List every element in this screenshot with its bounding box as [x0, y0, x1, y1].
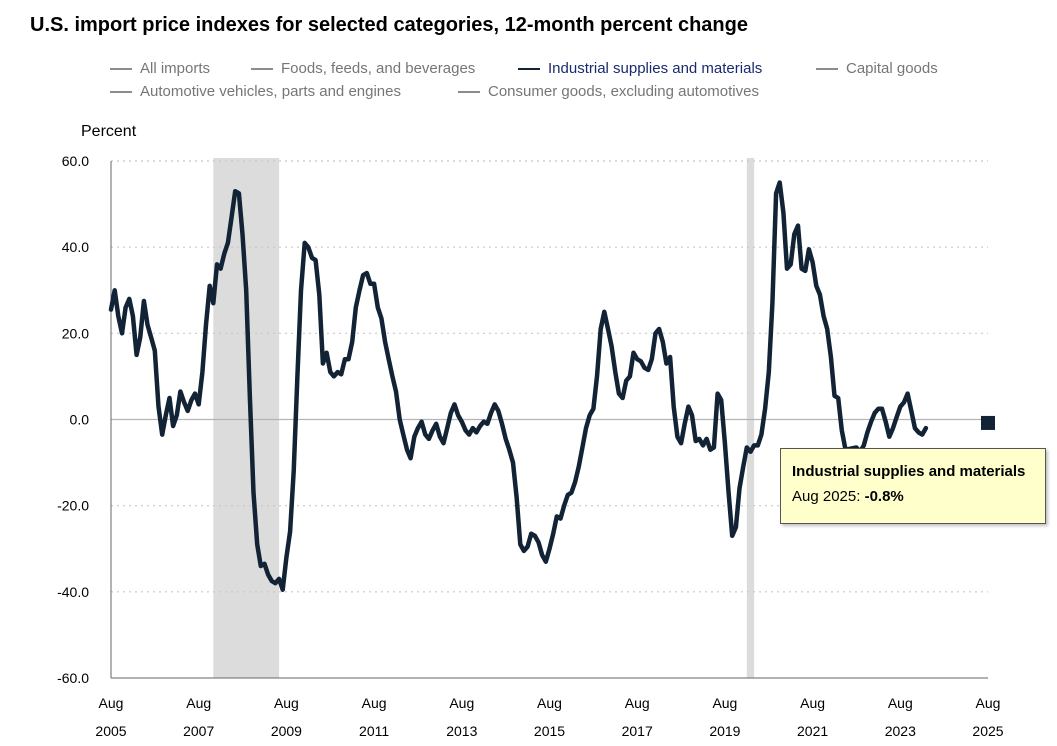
legend-item-capital-goods[interactable]: Capital goods	[816, 60, 938, 77]
chart-title: U.S. import price indexes for selected c…	[30, 14, 748, 36]
x-tick-year: 2025	[972, 723, 1003, 739]
legend-label: Foods, feeds, and beverages	[281, 60, 476, 77]
x-tick-month: Aug	[362, 695, 387, 711]
legend-swatch	[110, 67, 132, 70]
y-axis-title: Percent	[81, 123, 137, 140]
series-layer	[108, 180, 929, 592]
x-tick-month: Aug	[274, 695, 299, 711]
y-tick-label: 20.0	[62, 325, 89, 341]
x-tick-year: 2005	[95, 723, 126, 739]
legend-item-all-imports[interactable]: All imports	[110, 60, 210, 77]
x-tick-month: Aug	[976, 695, 1001, 711]
y-tick-label: 60.0	[62, 153, 89, 169]
legend-swatch	[251, 67, 273, 70]
x-tick-year: 2011	[359, 723, 389, 739]
tooltip-body: Aug 2025: -0.8%	[792, 488, 1034, 505]
y-tick-label: -40.0	[57, 584, 89, 600]
series-line	[108, 180, 929, 592]
legend-item-consumer-goods[interactable]: Consumer goods, excluding automotives	[458, 83, 759, 100]
legend-item-automotive-vehicles[interactable]: Automotive vehicles, parts and engines	[110, 83, 401, 100]
x-tick-month: Aug	[888, 695, 913, 711]
x-tick-month: Aug	[537, 695, 562, 711]
x-tick-year: 2013	[446, 723, 477, 739]
x-tick-year: 2023	[885, 723, 916, 739]
legend-label: Consumer goods, excluding automotives	[488, 83, 759, 100]
y-axis-ticks: 60.0 40.0 20.0 0.0 -20.0 -40.0 -60.0	[57, 153, 89, 686]
x-tick-year: 2009	[271, 723, 302, 739]
legend-swatch	[110, 90, 132, 93]
legend-label: Industrial supplies and materials	[548, 60, 763, 77]
legend-label: All imports	[140, 60, 211, 77]
legend: All imports Foods, feeds, and beverages …	[0, 58, 1057, 106]
tooltip-value: -0.8%	[864, 488, 904, 505]
recession-band	[213, 158, 280, 678]
highlight-marker	[981, 415, 995, 430]
marker-layer	[981, 415, 995, 430]
x-tick-month: Aug	[449, 695, 474, 711]
legend-swatch	[458, 90, 480, 93]
y-tick-label: -60.0	[57, 670, 89, 686]
y-tick-label: 0.0	[70, 412, 90, 428]
x-tick-year: 2015	[534, 723, 565, 739]
x-axis-ticks: Aug 2005 Aug 2007 Aug 2009 Aug 2011 Aug 2013 Aug 20…	[95, 695, 1003, 739]
x-tick-year: 2017	[622, 723, 653, 739]
x-tick-month: Aug	[186, 695, 211, 711]
legend-label: Capital goods	[846, 60, 938, 77]
legend-swatch	[518, 67, 540, 70]
legend-swatch	[816, 67, 838, 70]
tooltip: Industrial supplies and materials Aug 20…	[780, 448, 1046, 524]
x-tick-year: 2019	[709, 723, 740, 739]
x-tick-month: Aug	[712, 695, 737, 711]
tooltip-title: Industrial supplies and materials	[792, 463, 1026, 480]
axes	[110, 161, 988, 679]
y-tick-label: -20.0	[57, 498, 89, 514]
legend-label: Automotive vehicles, parts and engines	[140, 83, 401, 100]
x-tick-month: Aug	[800, 695, 825, 711]
tooltip-date: Aug 2025:	[792, 488, 861, 505]
x-tick-year: 2007	[183, 723, 214, 739]
x-tick-year: 2021	[797, 723, 828, 739]
x-tick-month: Aug	[99, 695, 124, 711]
legend-item-industrial-supplies[interactable]: Industrial supplies and materials	[518, 60, 762, 77]
legend-item-foods-feeds-beverages[interactable]: Foods, feeds, and beverages	[251, 60, 475, 77]
x-tick-month: Aug	[625, 695, 650, 711]
y-tick-label: 40.0	[62, 239, 89, 255]
recession-band	[746, 158, 755, 678]
